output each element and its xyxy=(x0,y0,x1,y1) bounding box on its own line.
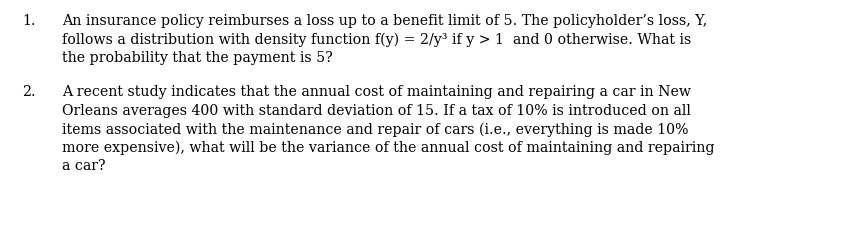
Text: the probability that the payment is 5?: the probability that the payment is 5? xyxy=(62,51,332,65)
Text: An insurance policy reimburses a loss up to a benefit limit of 5. The policyhold: An insurance policy reimburses a loss up… xyxy=(62,14,707,28)
Text: Orleans averages 400 with standard deviation of 15. If a tax of 10% is introduce: Orleans averages 400 with standard devia… xyxy=(62,103,691,118)
Text: more expensive), what will be the variance of the annual cost of maintaining and: more expensive), what will be the varian… xyxy=(62,140,715,155)
Text: 2.: 2. xyxy=(22,85,36,99)
Text: 1.: 1. xyxy=(22,14,36,28)
Text: follows a distribution with density function f(y) = 2/y³ if y > 1  and 0 otherwi: follows a distribution with density func… xyxy=(62,32,691,47)
Text: A recent study indicates that the annual cost of maintaining and repairing a car: A recent study indicates that the annual… xyxy=(62,85,691,99)
Text: a car?: a car? xyxy=(62,159,105,173)
Text: items associated with the maintenance and repair of cars (i.e., everything is ma: items associated with the maintenance an… xyxy=(62,122,688,136)
